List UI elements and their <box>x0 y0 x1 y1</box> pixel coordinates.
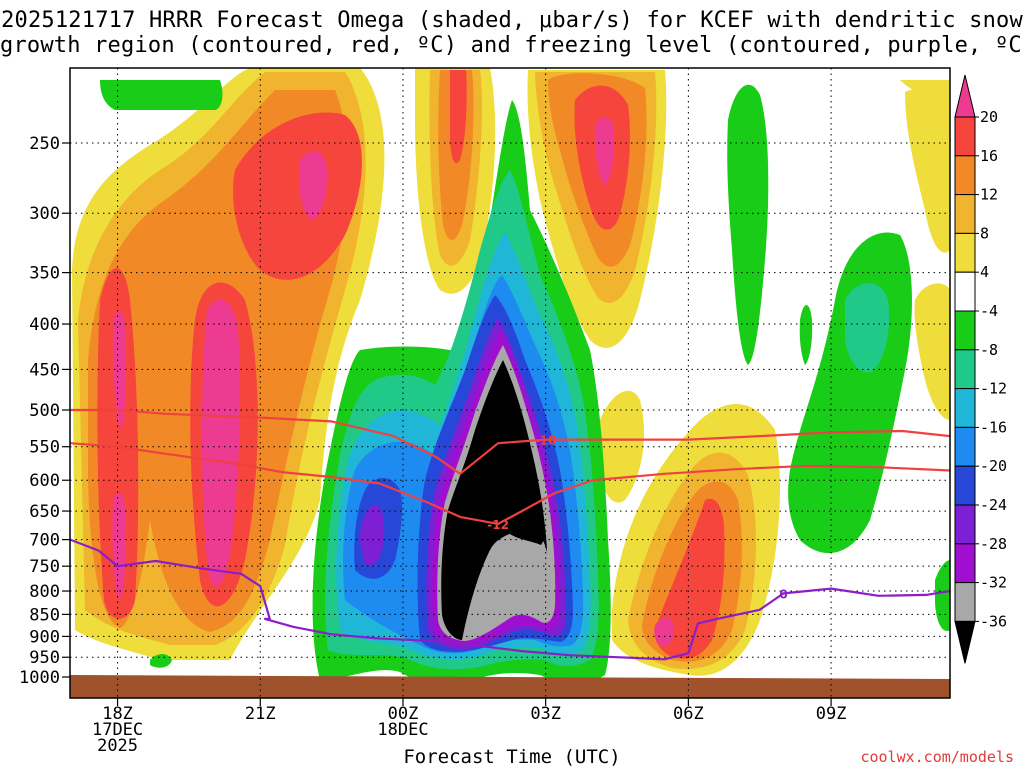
y-tick-label: 650 <box>29 502 60 522</box>
dendritic-contour-minus12 <box>70 442 950 525</box>
colorbar-box <box>954 232 976 273</box>
gridlines <box>70 68 950 698</box>
colorbar-label: -16 <box>980 418 1007 436</box>
dendritic-contour-minus12-label: -12 <box>487 518 509 532</box>
colorbar-label: -32 <box>980 574 1007 592</box>
x-tick-label: 21Z <box>245 704 276 724</box>
colorbar-box <box>954 349 976 390</box>
omega-green-patches <box>100 80 950 671</box>
omega-colorbar: 20 16 12 8 4 -4 -8 -12 -16 -20 -24 -28 -32 -36 <box>954 74 1007 664</box>
colorbar-label: 4 <box>980 263 989 281</box>
plot-frame <box>69 67 951 699</box>
colorbar-label: 16 <box>980 147 998 165</box>
x-tick-label: 03Z <box>530 704 561 724</box>
credit-text: coolwx.com/models <box>860 748 1014 766</box>
chart-title-line-1: 2025121717 HRRR Forecast Omega (shaded, … <box>1 8 1023 33</box>
dendritic-contour-minus18-label: -18 <box>535 434 557 448</box>
colorbar-bottom-arrow <box>954 620 976 664</box>
colorbar-box <box>954 504 976 545</box>
y-tick-label: 300 <box>29 204 60 224</box>
colorbar-box <box>954 116 976 157</box>
x-tick-label: 09Z <box>816 704 847 724</box>
y-tick-label: 750 <box>29 557 60 577</box>
omega-plume-top-center <box>415 68 667 348</box>
colorbar-box <box>954 194 976 234</box>
y-tick-label: 500 <box>29 401 60 421</box>
freezing-level-contour <box>70 538 950 661</box>
colorbar-label: -28 <box>980 535 1007 553</box>
omega-shading <box>70 68 950 698</box>
y-tick-label: 950 <box>29 648 60 668</box>
y-tick-label: 850 <box>29 605 60 625</box>
colorbar-label: -20 <box>980 457 1007 475</box>
colorbar-top-arrow <box>954 74 976 118</box>
y-tick-label: 400 <box>29 315 60 335</box>
colorbar-label: -12 <box>980 380 1007 398</box>
x-tick-label: 18Z <box>102 704 133 724</box>
colorbar-box <box>954 426 976 467</box>
colorbar-label: 12 <box>980 186 998 204</box>
x-tick-label: 2025 <box>97 736 138 756</box>
dendritic-contour-minus18 <box>70 408 950 475</box>
colorbar-label: -4 <box>980 302 998 320</box>
omega-ascent-core <box>312 100 611 683</box>
chart-title-line-2: growth region (contoured, red, ºC) and f… <box>0 33 1024 58</box>
y-tick-label: 250 <box>29 134 60 154</box>
colorbar-box <box>954 543 976 584</box>
colorbar-box <box>954 582 976 622</box>
y-tick-label: 900 <box>29 627 60 647</box>
y-tick-label: 800 <box>29 582 60 602</box>
colorbar-box <box>954 465 976 506</box>
x-tick-label: 18DEC <box>377 720 428 740</box>
colorbar-label: 20 <box>980 108 998 126</box>
x-tick-label: 00Z <box>388 704 419 724</box>
colorbar-label: -36 <box>980 612 1007 630</box>
y-tick-label: 350 <box>29 264 60 284</box>
colorbar-label: 8 <box>980 224 989 242</box>
y-tick-label: 700 <box>29 531 60 551</box>
ground-surface <box>70 675 950 698</box>
y-tick-label: 550 <box>29 438 60 458</box>
y-tick-label: 600 <box>29 471 60 491</box>
colorbar-box <box>954 388 976 428</box>
omega-plume-left <box>72 68 385 660</box>
contour-layer <box>70 408 950 661</box>
omega-plume-right <box>598 80 950 676</box>
x-axis-title: Forecast Time (UTC) <box>403 746 621 768</box>
y-axis: 2503003504004505005506006507007508008509… <box>19 134 70 688</box>
y-tick-label: 1000 <box>19 668 60 688</box>
colorbar-box <box>954 310 976 351</box>
colorbar-label: -24 <box>980 496 1007 514</box>
colorbar-box <box>954 271 976 312</box>
freezing-level-contour-label: 0 <box>779 587 787 601</box>
colorbar-label: -8 <box>980 341 998 359</box>
colorbar-box <box>954 155 976 196</box>
x-tick-label: 06Z <box>673 704 704 724</box>
x-tick-label: 17DEC <box>92 720 143 740</box>
contour-labels: -18 -12 0 <box>487 434 787 602</box>
y-tick-label: 450 <box>29 360 60 380</box>
